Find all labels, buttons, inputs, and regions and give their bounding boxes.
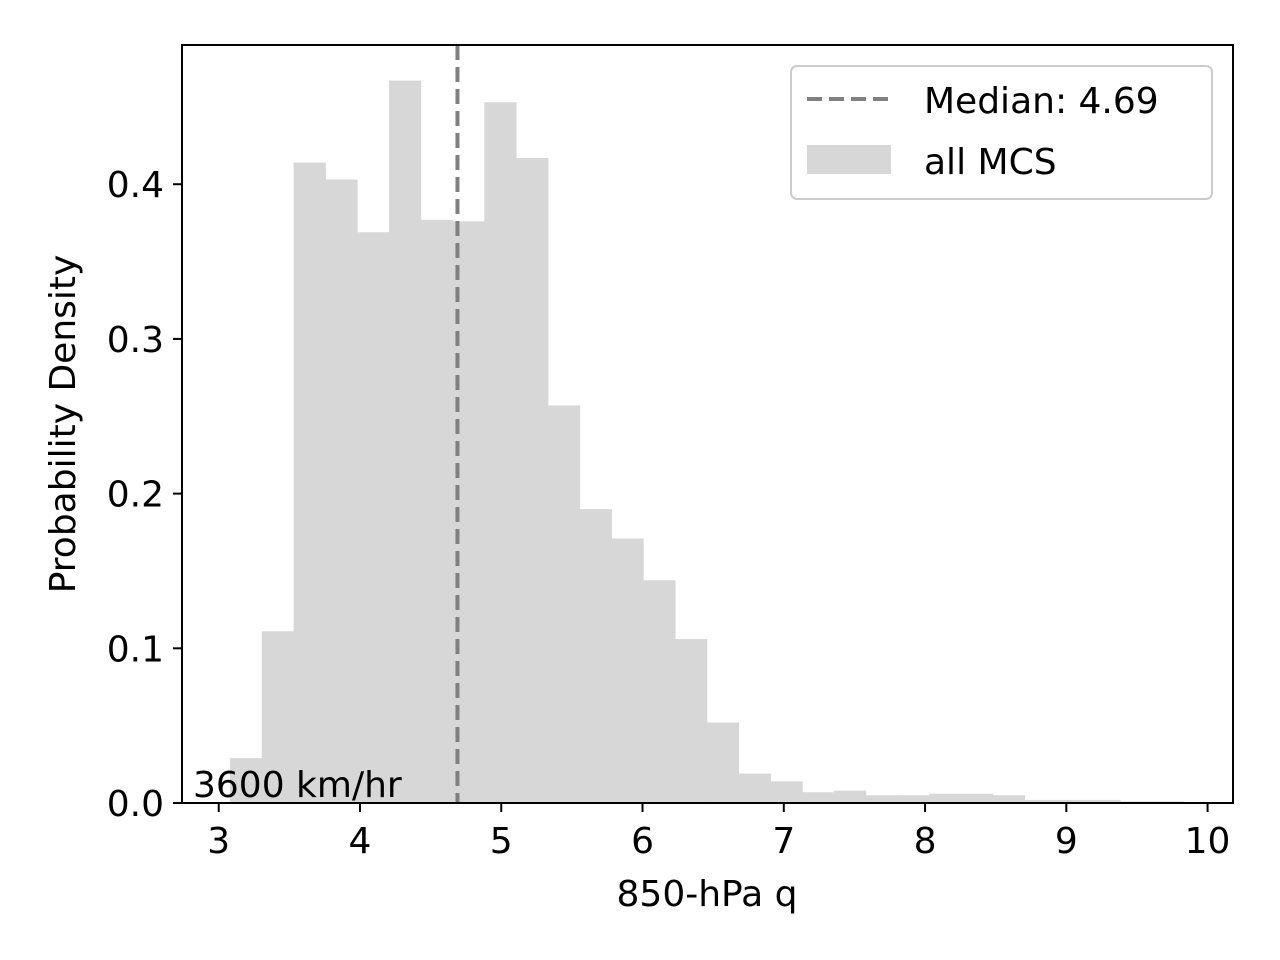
histogram-bar [802,792,835,803]
legend-median-label: Median: 4.69 [924,81,1159,122]
histogram-bar [865,795,898,803]
x-axis-title: 850-hPa q [617,874,798,915]
histogram-bar [643,580,676,803]
histogram-bar [833,790,867,803]
y-tick-label: 0.2 [107,475,164,516]
histogram-bar [1024,799,1057,803]
x-tick-label: 9 [1055,821,1078,862]
histogram-bar [1088,799,1121,803]
legend-all-mcs-swatch [807,145,891,174]
x-tick-label: 3 [207,821,230,862]
y-tick-label: 0.4 [107,165,164,206]
histogram-bar [357,232,390,804]
histogram-bar [547,405,581,803]
histogram-bar [1056,799,1089,803]
x-tick-label: 6 [631,821,654,862]
histogram-bar [261,631,295,803]
histogram-bar [961,793,994,803]
x-tick-label: 4 [349,821,372,862]
histogram-bar [516,157,549,804]
histogram-bar [420,219,454,803]
histogram-bar [738,773,771,803]
histogram-bar [897,795,930,803]
histogram-bar [675,639,708,803]
legend: Median: 4.69 all MCS [790,65,1213,200]
legend-all-mcs-label: all MCS [924,142,1057,183]
legend-frame [790,65,1213,200]
y-tick-label: 0.3 [107,320,164,361]
x-axis: 3 4 5 6 7 8 9 10 [207,803,1230,862]
histogram-bar [611,538,644,803]
x-tick-label: 8 [914,821,937,862]
x-tick-label: 5 [490,821,513,862]
histogram-bar [293,162,326,803]
histogram-bar [230,758,263,803]
y-tick-label: 0.0 [107,784,164,825]
histogram-bar [484,102,517,803]
x-tick-label: 7 [772,821,795,862]
histogram-bar [929,793,962,803]
histogram-bar [706,722,740,803]
histogram-bar [388,80,422,803]
y-axis-title: Probability Density [43,255,84,594]
x-tick-label: 10 [1185,821,1231,862]
histogram-bar [992,795,1026,803]
histogram-bar [770,781,803,803]
annotation-text: 3600 km/hr [193,765,402,806]
y-axis: 0.0 0.1 0.2 0.3 0.4 [107,165,182,825]
plot-frame [181,44,1234,804]
histogram-bar [325,179,358,803]
histogram-bar [579,509,612,803]
y-tick-label: 0.1 [107,629,164,670]
